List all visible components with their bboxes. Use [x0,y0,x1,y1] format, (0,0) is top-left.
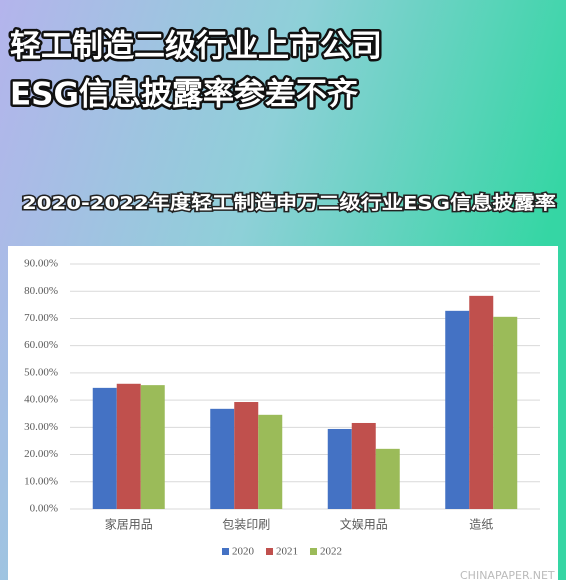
y-tick-label: 20.00% [24,448,58,460]
y-tick-label: 90.00% [24,258,58,270]
bar [116,383,141,509]
legend-swatch [266,548,273,555]
y-tick-label: 50.00% [24,366,58,378]
y-tick-label: 70.00% [24,312,58,324]
bar [351,422,376,509]
x-tick-label: 文娱用品 [340,517,388,532]
x-tick-label: 家居用品 [105,517,153,532]
x-tick-label: 包装印刷 [222,518,270,532]
bar [469,295,494,509]
legend-label: 2022 [320,546,342,558]
bar [234,402,259,509]
x-tick-label: 造纸 [469,518,493,532]
chart-title: 2020-2022年度轻工制造申万二级行业ESG信息披露率 [22,192,556,214]
y-tick-label: 80.00% [24,285,58,297]
legend-swatch [222,548,229,555]
y-tick-label: 10.00% [24,475,58,487]
y-tick-label: 0.00% [30,503,58,515]
bar [327,428,352,509]
bar [258,414,283,509]
bar [210,408,235,509]
bar [445,310,470,509]
bar [375,448,400,509]
headline: ESG信息披露率参差不齐 [10,77,358,113]
legend-label: 2020 [232,546,255,558]
bar [493,316,518,509]
y-tick-label: 60.00% [24,339,58,351]
bar [92,387,117,509]
bar [140,385,165,509]
legend-swatch [310,548,317,555]
y-tick-label: 30.00% [24,421,58,433]
headline: 轻工制造二级行业上市公司 [10,29,382,65]
y-tick-label: 40.00% [24,394,58,406]
legend-label: 2021 [276,546,298,558]
watermark: CHINAPAPER.NET [460,569,555,580]
